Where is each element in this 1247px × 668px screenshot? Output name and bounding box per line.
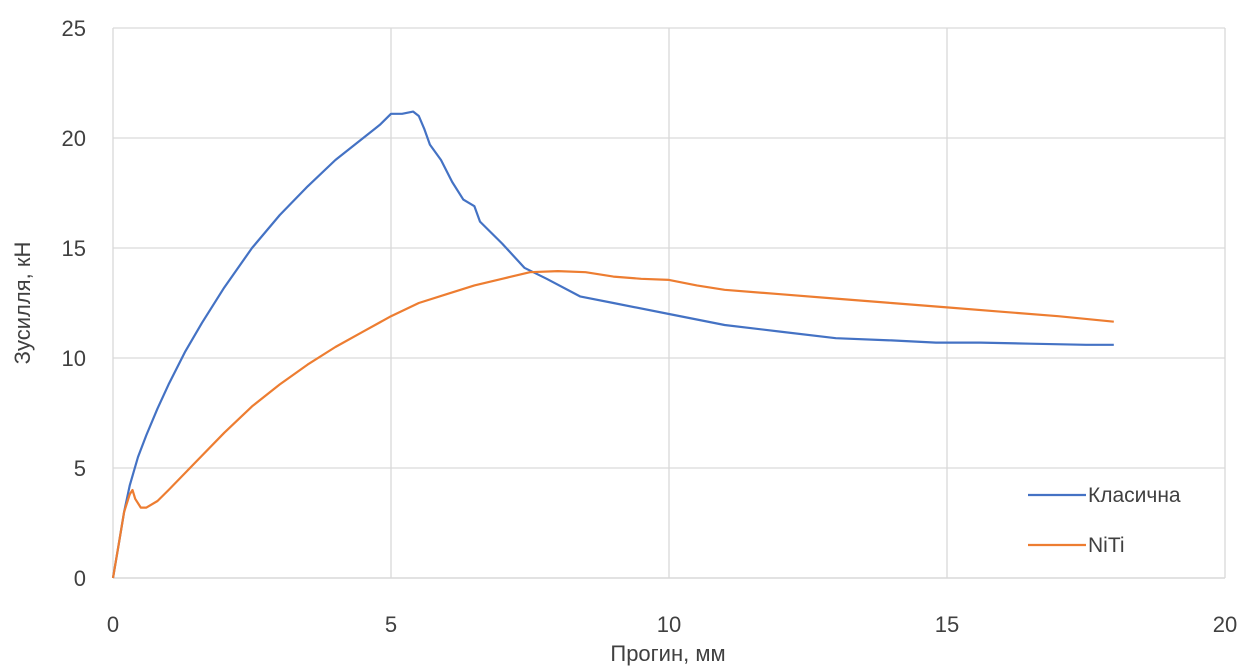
series-line-0 [111, 110, 1114, 579]
x-axis-title: Прогин, мм [610, 641, 725, 666]
y-tick-label: 25 [62, 16, 86, 41]
x-tick-label: 5 [385, 612, 397, 637]
series-group [111, 110, 1114, 579]
x-tick-label: 15 [935, 612, 959, 637]
y-tick-label: 10 [62, 346, 86, 371]
x-tick-label: 0 [107, 612, 119, 637]
tick-labels: 0 5 10 15 20 0 5 10 15 20 25 [62, 16, 1238, 637]
x-tick-label: 20 [1213, 612, 1237, 637]
legend-label: Класична [1088, 484, 1181, 507]
y-tick-label: 5 [74, 456, 86, 481]
y-tick-label: 15 [62, 236, 86, 261]
y-axis-title: Зусилля, кН [10, 242, 35, 365]
legend-label: NiTi [1088, 534, 1125, 557]
legend: Класична NiTi [1028, 484, 1181, 557]
x-tick-label: 10 [657, 612, 681, 637]
grid-lines [112, 27, 1226, 578]
y-tick-label: 20 [62, 126, 86, 151]
series-line-1 [111, 270, 1114, 579]
y-tick-label: 0 [74, 566, 86, 591]
